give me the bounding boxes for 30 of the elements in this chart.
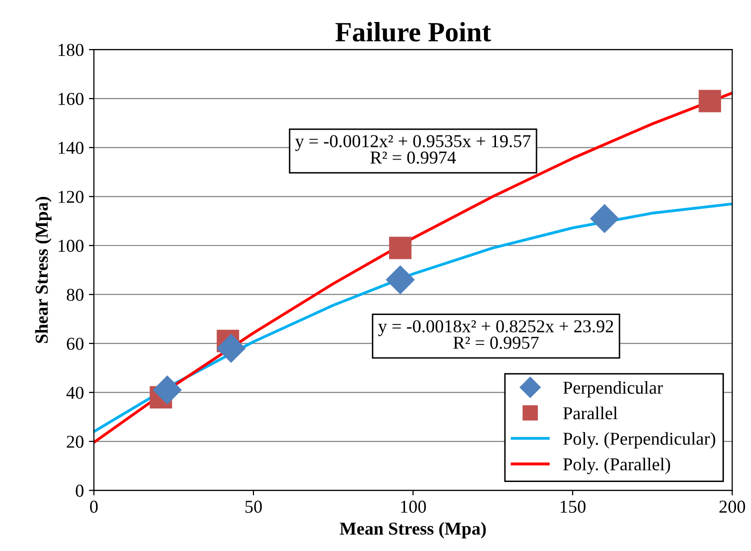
- point: [698, 90, 722, 112]
- legend-label: Perpendicular: [563, 381, 663, 398]
- point: [590, 204, 620, 234]
- y-tick-label: 20: [66, 436, 84, 448]
- y-tick-label: 0: [76, 484, 84, 497]
- annotation: y = -0.0012x² + 0.9535x + 19.57 R² = 0.9974: [295, 135, 531, 164]
- y-tick-label: 40: [66, 386, 84, 399]
- y-tick-label: 140: [58, 142, 84, 154]
- x-tick-label: 50: [245, 500, 262, 513]
- x-tick-label: 0: [90, 500, 98, 513]
- point: [152, 375, 182, 405]
- y-tick-label: 160: [58, 92, 84, 106]
- y-tick-label: 180: [58, 44, 84, 56]
- point: [389, 236, 412, 260]
- x-tick-label: 100: [401, 500, 426, 513]
- x-axis-title: Mean Stress (Mpa): [340, 522, 486, 538]
- y-tick-label: 60: [66, 338, 84, 350]
- chart-title: Failure Point: [335, 22, 491, 42]
- y-tick-label: 80: [66, 288, 84, 301]
- legend-label: Parallel: [563, 406, 618, 420]
- x-tick-label: 200: [719, 500, 746, 513]
- legend-label: Poly. (Perpendicular): [563, 432, 716, 449]
- point: [386, 265, 415, 294]
- annotation: y = -0.0018x² + 0.8252x + 23.92 R² = 0.9957: [378, 320, 614, 349]
- x-tick-label: 150: [560, 500, 586, 513]
- y-tick-label: 120: [58, 190, 84, 203]
- legend-label: Poly. (Parallel): [563, 458, 670, 474]
- y-tick-label: 100: [58, 240, 84, 252]
- point: [216, 334, 246, 363]
- y-axis-title: Shear Stress (Mpa): [35, 196, 52, 343]
